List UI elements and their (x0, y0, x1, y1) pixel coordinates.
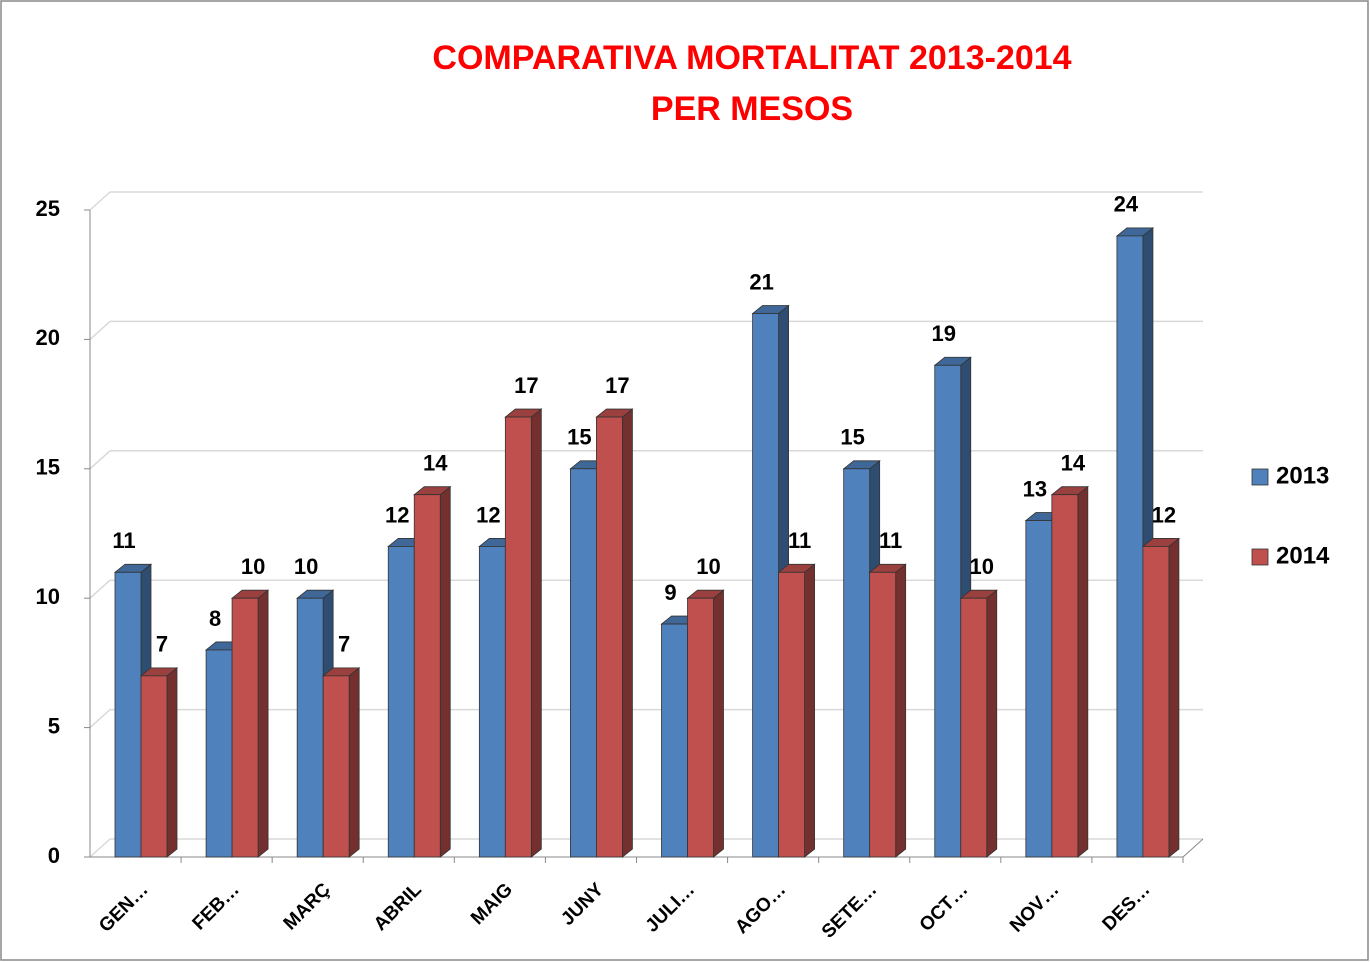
data-label: 13 (1023, 476, 1047, 501)
bar (687, 597, 714, 858)
grid-line-side (89, 191, 111, 211)
data-label: 12 (385, 502, 409, 527)
bar (596, 416, 623, 858)
bar-group (595, 408, 634, 858)
grid-line-side (89, 709, 111, 729)
bar-side (348, 667, 360, 858)
bar-group (686, 589, 725, 858)
bar (296, 597, 324, 858)
bar (205, 649, 233, 858)
bar (1051, 494, 1079, 858)
data-label: 11 (788, 528, 811, 553)
data-label: 24 (1114, 192, 1139, 217)
bar-side (530, 408, 542, 858)
bar-group (322, 667, 361, 858)
data-label: 10 (696, 554, 720, 579)
bar-side (1077, 485, 1089, 858)
bar (231, 597, 259, 858)
bar (478, 546, 506, 858)
grid-line-side (89, 450, 111, 470)
bar (504, 416, 532, 858)
legend-swatch (1251, 548, 1269, 566)
grid-line-side (89, 838, 111, 858)
bar-group (413, 485, 452, 858)
data-label: 17 (514, 373, 538, 398)
data-label: 8 (209, 606, 221, 631)
bar (960, 597, 988, 858)
bar (869, 571, 897, 858)
data-label: 11 (879, 528, 902, 553)
data-label: 9 (664, 580, 676, 605)
y-tick-label: 0 (48, 843, 60, 868)
data-label: 10 (241, 554, 265, 579)
bar-group (777, 563, 816, 858)
bar-side (622, 408, 633, 858)
bar (1142, 546, 1170, 858)
bar-group (959, 589, 998, 858)
bar-side (166, 667, 178, 858)
bar (322, 675, 350, 858)
data-label: 10 (970, 554, 994, 579)
legend-label: 2014 (1276, 542, 1330, 569)
bar-group (1115, 227, 1155, 858)
bar (752, 313, 779, 858)
grid-line-side (89, 579, 111, 599)
bar (387, 546, 415, 858)
bar-group (504, 408, 543, 858)
data-label: 7 (156, 632, 168, 657)
data-label: 14 (423, 450, 448, 475)
bar-group (1050, 485, 1089, 858)
bar-side (1168, 537, 1180, 858)
bar (661, 623, 688, 858)
bar-side (257, 589, 269, 858)
bar (413, 494, 441, 858)
floor-edge (1182, 838, 1204, 858)
bar (1116, 235, 1144, 858)
y-tick-label: 5 (48, 713, 60, 738)
data-label: 11 (112, 528, 135, 553)
bar (570, 468, 597, 858)
bar-group (1141, 537, 1181, 858)
data-label: 17 (605, 373, 629, 398)
chart-title: COMPARATIVA MORTALITAT 2013-2014 (432, 39, 1071, 77)
data-label: 7 (338, 632, 350, 657)
bar-group (230, 589, 270, 858)
y-tick-label: 15 (36, 455, 60, 480)
legend-swatch (1251, 468, 1269, 486)
data-label: 12 (476, 502, 500, 527)
bar-side (713, 589, 724, 858)
data-label: 15 (840, 425, 864, 450)
data-label: 15 (567, 425, 591, 450)
chart-title: PER MESOS (651, 90, 853, 128)
bar (778, 571, 805, 858)
bar-side (986, 589, 998, 858)
bar-side (804, 563, 815, 858)
grid-line-side (89, 320, 111, 340)
data-label: 10 (294, 554, 318, 579)
bar (140, 675, 168, 858)
data-label: 12 (1152, 502, 1176, 527)
y-tick-label: 10 (36, 584, 60, 609)
bar (843, 468, 871, 858)
data-label: 14 (1061, 450, 1086, 475)
legend-label: 2013 (1276, 462, 1329, 489)
bar (114, 571, 142, 858)
bar-group (139, 667, 179, 858)
y-tick-label: 20 (36, 325, 60, 350)
data-label: 19 (932, 321, 956, 346)
data-label: 21 (749, 269, 773, 294)
bar (1025, 520, 1053, 858)
bar-side (895, 563, 907, 858)
y-tick-label: 25 (36, 196, 60, 221)
bar-side (439, 485, 451, 858)
bar (934, 364, 962, 858)
bar-group (868, 563, 907, 858)
